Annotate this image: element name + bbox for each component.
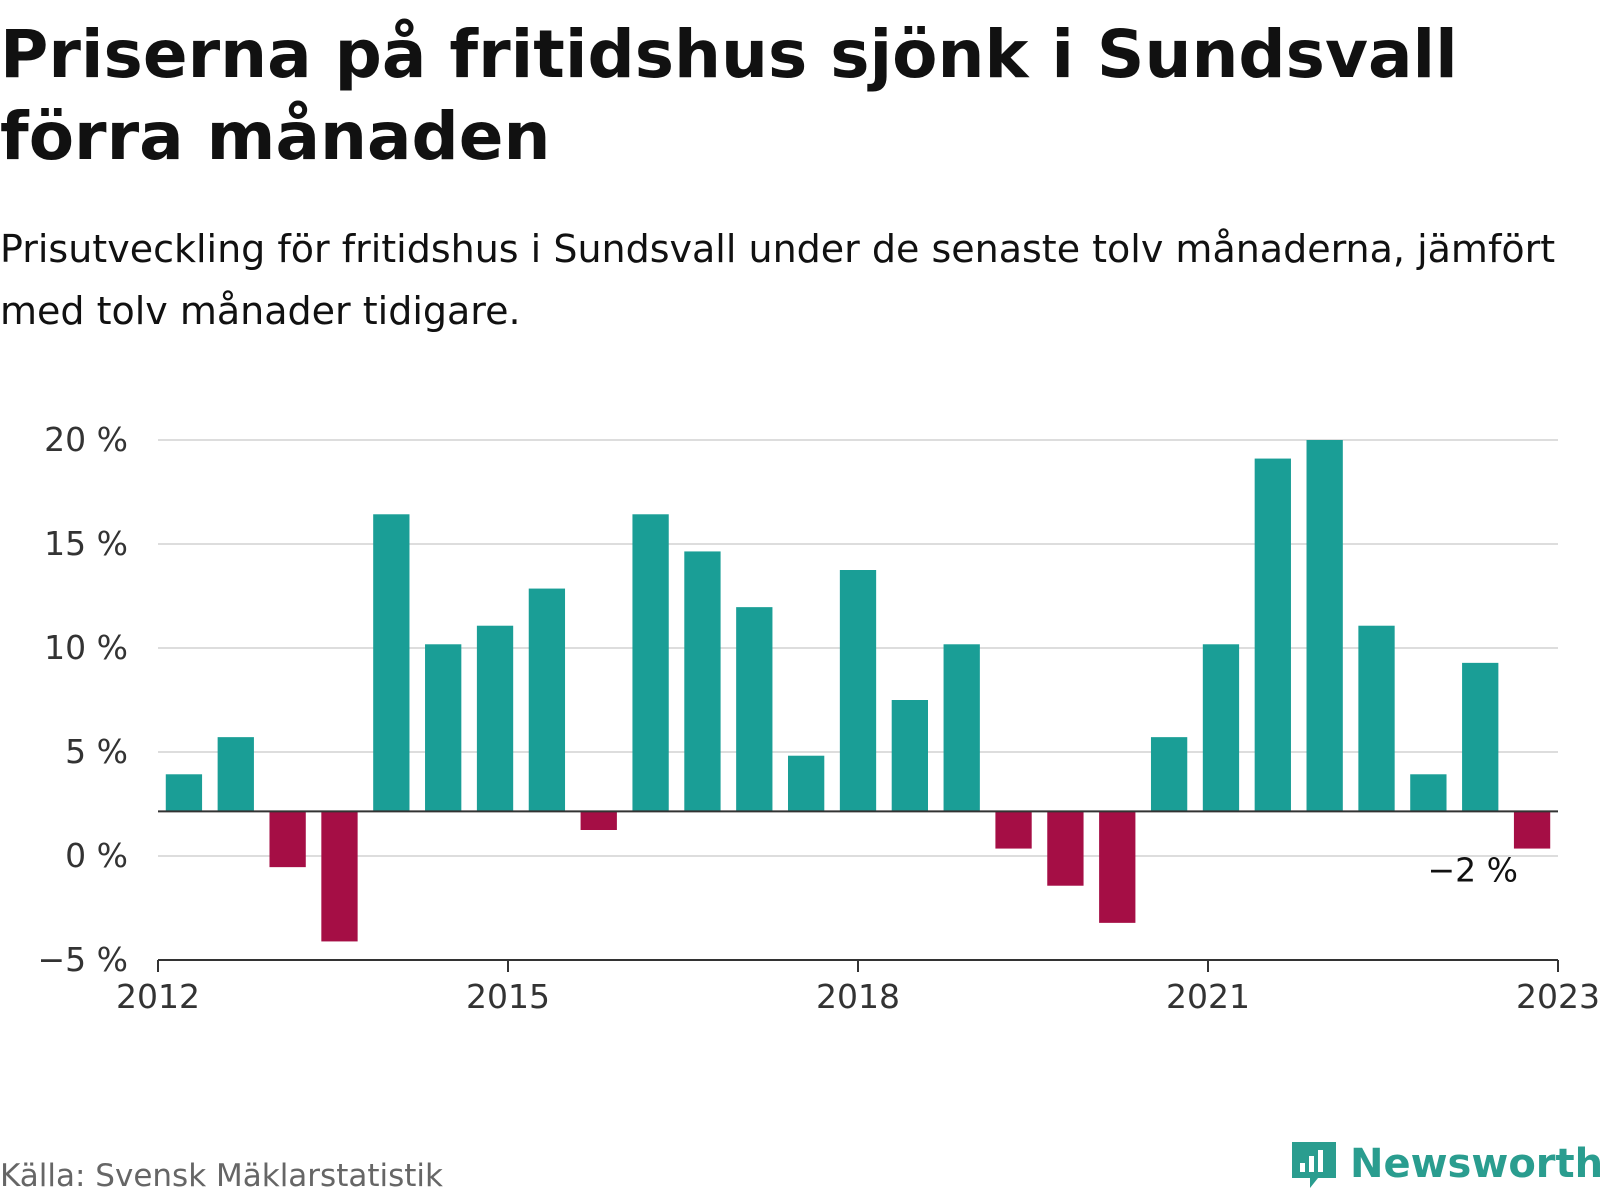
end-value-label: −2 % (1428, 850, 1519, 889)
x-tick-label: 2012 (116, 977, 200, 1016)
chart-bar (1099, 811, 1136, 923)
chart-bar (684, 551, 721, 812)
chart-bar (788, 755, 825, 812)
chart-bar (528, 588, 566, 812)
chart-bar (580, 811, 617, 830)
chart-bar (839, 570, 877, 812)
chart-bar (217, 737, 254, 812)
x-tick-label: 2023 (1516, 977, 1600, 1016)
y-tick-label: −5 % (38, 940, 129, 979)
chart-bar (269, 811, 306, 868)
newsworthy-logo: Newsworthy (1288, 1138, 1600, 1190)
chart-bar (1513, 811, 1551, 849)
chart-bar (1202, 644, 1240, 812)
chart-bar (736, 607, 773, 812)
x-tick-label: 2015 (466, 977, 550, 1016)
y-tick-label: 5 % (65, 732, 128, 771)
source-note: Källa: Svensk Mäklarstatistik (0, 1158, 443, 1194)
chart-bar (165, 774, 203, 812)
y-tick-label: 0 % (65, 836, 128, 875)
newsworthy-logo-icon (1292, 1142, 1336, 1188)
y-tick-label: 10 % (44, 628, 128, 667)
x-tick-label: 2018 (816, 977, 900, 1016)
chart-bar (373, 514, 410, 812)
chart-bar (425, 644, 462, 812)
chart-subtitle: Prisutveckling för fritidshus i Sundsval… (0, 227, 1556, 333)
chart-bar (1254, 458, 1291, 812)
chart-bar (1150, 737, 1188, 812)
chart-bar (632, 514, 669, 812)
chart-bar (1462, 662, 1499, 812)
chart-title: Priserna på fritidshus sjönk i Sundsvall… (0, 16, 1458, 175)
chart-bar (1358, 625, 1395, 812)
chart-bar (995, 811, 1032, 849)
y-tick-label: 15 % (44, 524, 128, 563)
chart-bar (891, 700, 928, 812)
x-tick-label: 2021 (1166, 977, 1250, 1016)
chart-bar (1306, 440, 1343, 812)
chart-bar (321, 811, 358, 942)
chart-bar (943, 644, 980, 812)
newsworthy-logo-text: Newsworthy (1350, 1141, 1600, 1187)
chart-bar (1047, 811, 1084, 886)
chart-bar (476, 625, 514, 812)
chart-bar (1410, 774, 1447, 812)
y-tick-label: 20 % (44, 420, 128, 459)
